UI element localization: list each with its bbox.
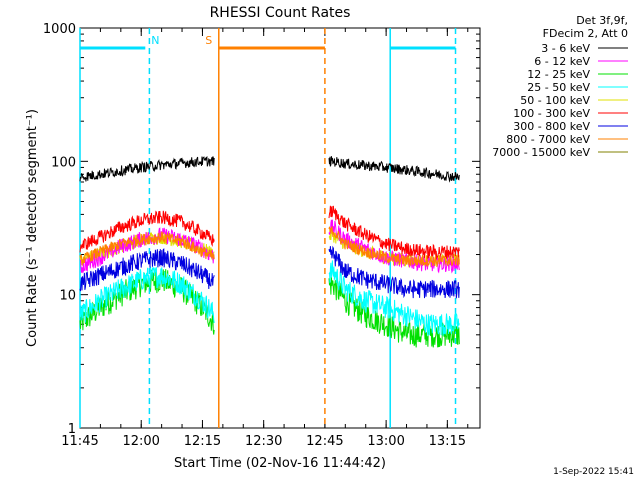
x-tick-label: 11:45 — [61, 434, 98, 449]
plot-frame — [79, 27, 481, 429]
series-line-800-7000keV — [79, 231, 215, 266]
x-axis-label: Start Time (02-Nov-16 11:44:42) — [174, 456, 386, 471]
chart-title: RHESSI Count Rates — [210, 5, 351, 21]
series-line-25-50keV — [79, 266, 215, 324]
marker-label: N — [151, 34, 159, 47]
legend-label: 3 - 6 keV — [541, 42, 590, 55]
series-line-300-800keV — [328, 245, 460, 299]
x-tick-label: 13:00 — [367, 434, 404, 449]
series-line-6-12keV — [79, 227, 215, 274]
legend-label: 800 - 7000 keV — [506, 133, 590, 146]
legend-label: 12 - 25 keV — [527, 68, 590, 81]
legend-label: 7000 - 15000 keV — [492, 146, 590, 159]
legend-label: 100 - 300 keV — [513, 107, 590, 120]
x-tick-label: 12:15 — [184, 434, 221, 449]
legend-label: 25 - 50 keV — [527, 81, 590, 94]
series-line-100-300keV — [328, 205, 460, 260]
series-line-12-25keV — [328, 276, 460, 348]
legend-header: Det 3f,9f, — [576, 14, 628, 27]
legend-label: 50 - 100 keV — [520, 94, 590, 107]
x-tick-label: 12:00 — [122, 434, 159, 449]
x-tick-label: 12:45 — [306, 434, 343, 449]
series-line-800-7000keV — [328, 226, 460, 267]
legend-header: FDecim 2, Att 0 — [543, 27, 628, 40]
y-tick-label: 100 — [51, 155, 76, 170]
y-tick-label: 10 — [59, 289, 76, 304]
legend-label: 6 - 12 keV — [534, 55, 590, 68]
legend-label: 300 - 800 keV — [513, 120, 590, 133]
timestamp-label: 1-Sep-2022 15:41 — [553, 467, 634, 477]
series-line-100-300keV — [79, 210, 215, 253]
series-line-300-800keV — [79, 248, 215, 292]
y-tick-label: 1 — [68, 422, 76, 437]
x-tick-label: 12:30 — [245, 434, 282, 449]
marker-label: S — [205, 34, 212, 47]
x-tick-label: 13:15 — [429, 434, 466, 449]
series-line-3-6keV — [79, 155, 215, 182]
y-tick-label: 1000 — [43, 22, 76, 37]
series-line-25-50keV — [328, 260, 460, 336]
series-line-3-6keV — [328, 156, 460, 183]
y-axis-label: Count Rate (s⁻¹ detector segment⁻¹) — [25, 109, 40, 347]
